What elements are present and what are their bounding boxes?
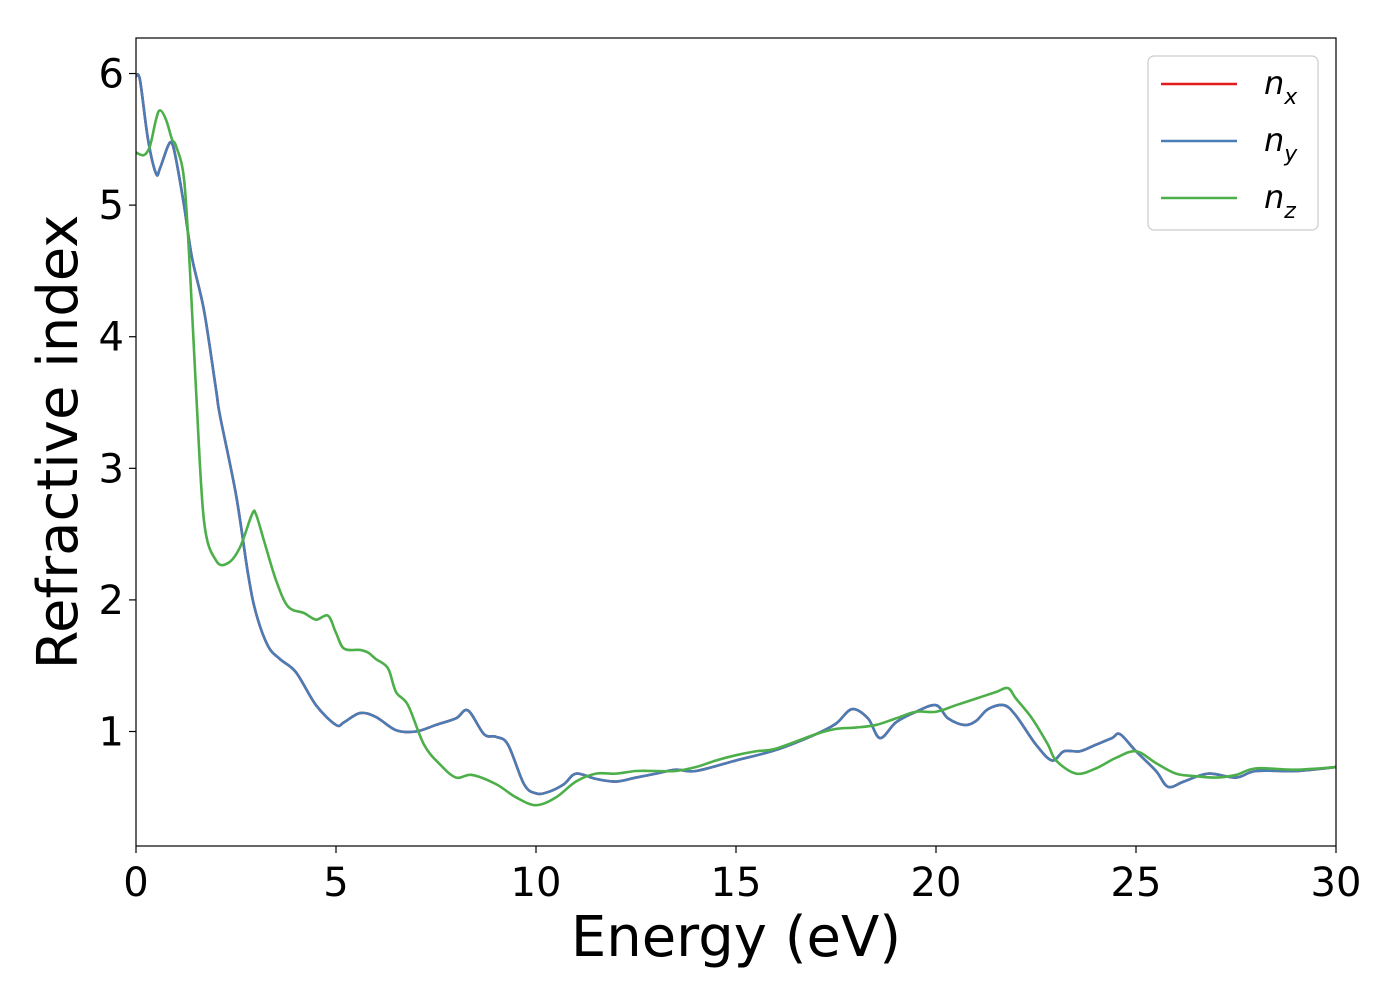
x-tick-label: 15 (711, 860, 762, 906)
legend-label-z: nz (1264, 178, 1296, 224)
y-tick-label: 6 (99, 52, 124, 98)
y-tick-label: 2 (99, 578, 124, 624)
x-tick-label: 0 (123, 860, 148, 906)
legend-label-x: nx (1264, 64, 1298, 110)
y-tick-label: 4 (99, 315, 124, 361)
series-layer (134, 73, 1337, 807)
y-tick-label: 5 (99, 183, 124, 229)
series-line-z (135, 109, 1337, 807)
x-tick-label: 10 (511, 860, 562, 906)
x-axis-title: Energy (eV) (571, 905, 901, 970)
x-tick-label: 20 (911, 860, 962, 906)
legend-label-y: ny (1264, 121, 1298, 167)
y-tick-label: 1 (99, 710, 124, 756)
series-line-y (134, 73, 1337, 796)
x-tick-label: 5 (323, 860, 348, 906)
x-tick-label: 30 (1311, 860, 1362, 906)
x-tick-label: 25 (1111, 860, 1162, 906)
y-tick-label: 3 (99, 446, 124, 492)
x-axis-ticks: 0 5 10 15 20 25 30 (123, 846, 1361, 906)
legend-box (1147, 55, 1319, 231)
y-axis-title: Refractive index (26, 215, 91, 670)
y-axis-ticks: 1 2 3 4 5 6 (99, 52, 136, 756)
legend: nx ny nz (1147, 55, 1319, 231)
